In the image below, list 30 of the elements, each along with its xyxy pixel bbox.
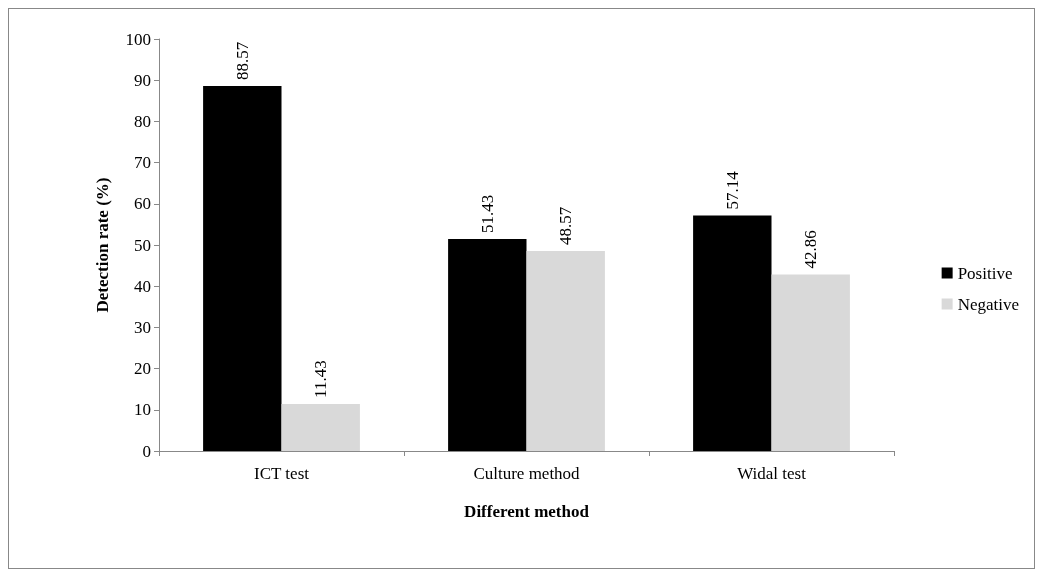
- y-tick-label: 80: [134, 111, 151, 131]
- y-tick-label: 90: [134, 70, 151, 90]
- x-tick-label: Culture method: [473, 464, 581, 483]
- y-tick-label: 30: [134, 317, 151, 337]
- y-tick-label: 100: [125, 29, 151, 49]
- y-tick-label: 40: [134, 276, 151, 296]
- legend-label: Negative: [957, 294, 1019, 314]
- bar: [771, 274, 850, 451]
- y-tick-label: 20: [134, 359, 151, 379]
- x-axis-title: Different method: [464, 502, 590, 521]
- y-tick-label: 50: [134, 235, 151, 255]
- bar: [203, 86, 282, 451]
- data-label: 88.57: [232, 41, 252, 81]
- legend-label: Positive: [957, 263, 1013, 283]
- bar: [281, 403, 360, 451]
- bar: [448, 239, 527, 451]
- data-label: 51.43: [477, 194, 497, 234]
- x-tick-label: Widal test: [737, 464, 807, 483]
- y-tick-label: 60: [134, 194, 151, 214]
- bar: [526, 250, 605, 451]
- y-axis-title: Detection rate (%): [93, 177, 112, 313]
- data-label: 57.14: [722, 170, 742, 210]
- y-tick-label: 70: [134, 153, 151, 173]
- data-label: 11.43: [311, 360, 331, 398]
- x-tick-label: ICT test: [254, 464, 310, 483]
- y-tick-label: 0: [142, 441, 151, 461]
- data-label: 48.57: [556, 206, 576, 245]
- data-label: 42.86: [801, 230, 821, 269]
- bar: [693, 215, 772, 451]
- y-tick-label: 10: [134, 400, 151, 420]
